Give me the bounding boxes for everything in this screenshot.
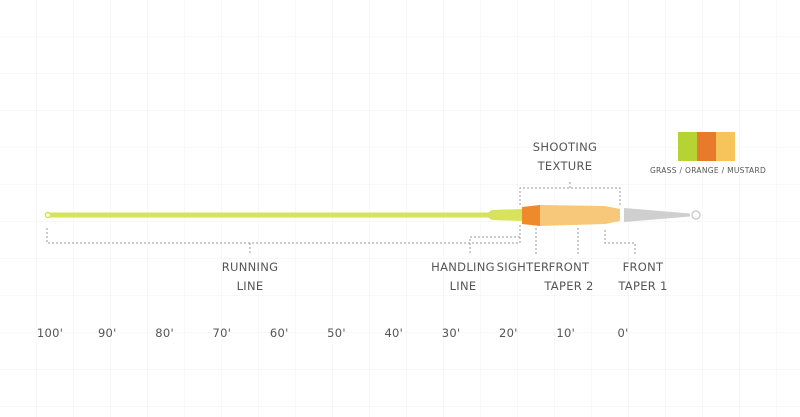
sighter [522, 205, 540, 226]
running-line [50, 212, 490, 218]
label: RUNNING [222, 260, 279, 274]
tip [624, 208, 690, 222]
brackets [46, 180, 636, 255]
scale-label: 50' [327, 326, 346, 340]
scale-label: 80' [155, 326, 174, 340]
running-line-bracket [46, 228, 521, 255]
swatch-mustard [716, 132, 735, 161]
scale-label: 0' [617, 326, 628, 340]
scale-label: 30' [442, 326, 461, 340]
handling-line-bracket [469, 225, 521, 255]
swatch-grass [678, 132, 697, 161]
label: HANDLING [431, 260, 495, 274]
scale-label: 60' [270, 326, 289, 340]
label: TAPER 2 [543, 279, 593, 293]
label: FRONT [623, 260, 664, 274]
scale-label: 20' [499, 326, 518, 340]
label: SHOOTING [533, 140, 597, 154]
label: LINE [237, 279, 264, 293]
scale-label: 90' [98, 326, 117, 340]
shooting-texture-bracket [519, 180, 621, 205]
label: TEXTURE [537, 159, 593, 173]
legend: GRASS / ORANGE / MUSTARD [650, 132, 766, 175]
label: FRONT [549, 260, 590, 274]
tip-loop [691, 210, 701, 220]
scale-label: 70' [213, 326, 232, 340]
fly-line [44, 205, 701, 226]
scale-label: 100' [37, 326, 63, 340]
swatch-orange [697, 132, 716, 161]
front-taper-1-bracket [604, 230, 636, 255]
scale-label: 40' [384, 326, 403, 340]
scale: 100' 90' 80' 70' 60' 50' 40' 30' 20' 10' 0' [37, 326, 628, 340]
handling-line [488, 209, 522, 221]
legend-text: GRASS / ORANGE / MUSTARD [650, 166, 766, 175]
label: LINE [450, 279, 477, 293]
label: TAPER 1 [617, 279, 667, 293]
front-taper [540, 205, 620, 226]
label: SIGHTER [497, 260, 550, 274]
scale-label: 10' [556, 326, 575, 340]
